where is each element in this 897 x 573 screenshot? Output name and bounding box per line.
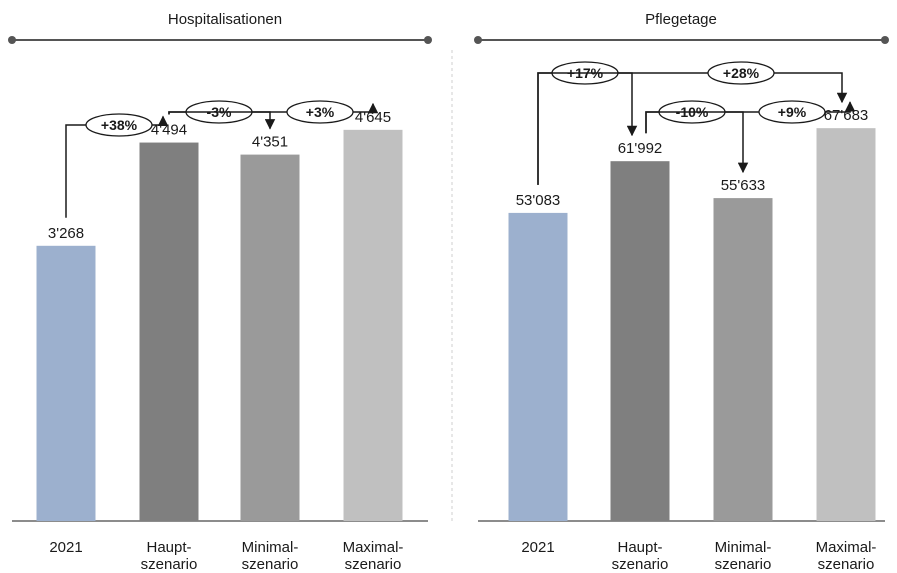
change-connector <box>645 101 856 134</box>
value-label: 4'351 <box>252 134 288 151</box>
rule-endpoint-right <box>424 36 432 44</box>
change-label: +9% <box>778 104 807 120</box>
value-label: 4'494 <box>151 122 187 139</box>
change-label: +38% <box>101 117 138 133</box>
rule-endpoint-right <box>881 36 889 44</box>
category-label: 2021 <box>521 539 554 556</box>
bar-minimalszenario <box>240 154 300 521</box>
category-label: Haupt-szenario <box>141 539 198 573</box>
value-label: 67'683 <box>824 107 869 124</box>
change-connector <box>168 102 379 115</box>
change-pill <box>286 100 354 124</box>
bar-minimalszenario <box>713 198 773 521</box>
bar-maximalszenario <box>343 129 403 521</box>
panel-pflegetage: Pflegetage 53'083 61'992 55'633 67'683 2021… <box>474 11 889 573</box>
category-label: Haupt-szenario <box>612 539 669 573</box>
change-pill <box>758 100 826 124</box>
panel-title: Hospitalisationen <box>168 11 282 28</box>
category-label: Minimal-szenario <box>242 539 299 573</box>
panel-hospitalisationen: Hospitalisationen 3'268 4'494 4'351 4'645 2… <box>8 11 432 573</box>
rule-endpoint-left <box>474 36 482 44</box>
change-pill <box>707 61 775 85</box>
bar-2021 <box>508 212 568 521</box>
bar-hauptszenario <box>139 142 199 521</box>
category-label: Minimal-szenario <box>715 539 772 573</box>
category-label: Maximal-szenario <box>816 539 877 573</box>
category-label: Maximal-szenario <box>343 539 404 573</box>
value-label: 4'645 <box>355 109 391 126</box>
category-label: 2021 <box>49 539 82 556</box>
value-label: 55'633 <box>721 177 766 194</box>
rule-endpoint-left <box>8 36 16 44</box>
change-label: +3% <box>306 104 335 120</box>
change-pill <box>85 113 153 137</box>
bar-2021 <box>36 245 96 522</box>
change-connector <box>537 72 848 185</box>
value-label: 3'268 <box>48 225 84 242</box>
value-label: 61'992 <box>618 140 663 157</box>
panel-title: Pflegetage <box>645 11 717 28</box>
bar-hauptszenario <box>610 161 670 521</box>
change-label: +28% <box>723 65 760 81</box>
bar-maximalszenario <box>816 128 876 521</box>
value-label: 53'083 <box>516 192 561 209</box>
